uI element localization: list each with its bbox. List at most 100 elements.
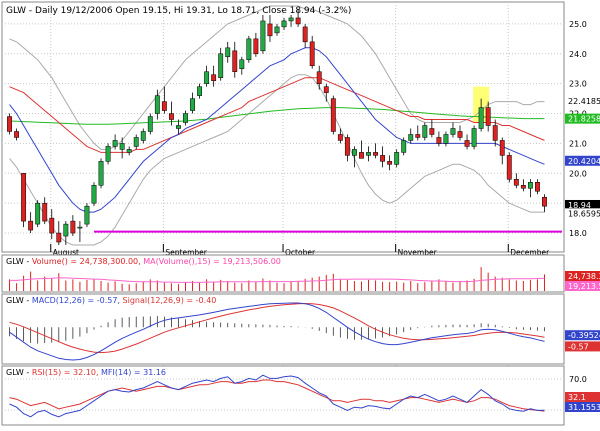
candle-body <box>211 74 217 81</box>
candle-body <box>499 140 505 156</box>
price-tag: 22.4185 <box>568 97 600 106</box>
candle-body <box>147 116 153 132</box>
candle-body <box>119 143 125 150</box>
candle-body <box>415 134 421 138</box>
price-axis-label: 18.0 <box>569 229 587 238</box>
price-axis-label: 20.0 <box>569 169 587 178</box>
candle-body <box>260 20 266 52</box>
candle-body <box>274 26 280 34</box>
bollinger-upper-line <box>9 5 545 150</box>
candle-body <box>28 220 34 231</box>
price-axis-label: 23.0 <box>569 80 587 89</box>
candle-body <box>535 182 540 192</box>
price-tag-bg <box>565 199 600 210</box>
candle-body <box>337 134 343 141</box>
candle-body <box>344 137 350 156</box>
candle-body <box>436 137 442 144</box>
candle-body <box>366 152 371 156</box>
mfi-line <box>9 379 545 412</box>
candle-body <box>246 38 252 61</box>
month-lines <box>50 2 509 425</box>
candle-body <box>387 161 393 165</box>
volume-ma <box>9 277 545 283</box>
volume-tag: 19,213.5 <box>568 282 600 291</box>
volume-panel: GLW - Volume() = 24,738,300.00, MA(Volum… <box>1 254 600 293</box>
candle-body <box>232 50 238 72</box>
candle-body <box>443 134 449 144</box>
price-axis-label: 21.0 <box>569 139 587 148</box>
candle-body <box>302 26 308 43</box>
price-tag: 20.4204 <box>568 157 600 166</box>
candle-body <box>401 140 407 153</box>
rsi-tag: 32.1 <box>568 393 586 402</box>
candle-body <box>112 140 118 147</box>
volume-tag-bg <box>565 281 600 291</box>
candle-body <box>316 71 322 84</box>
candle-body <box>506 155 512 180</box>
candle-body <box>288 17 294 22</box>
candle-body <box>14 131 19 138</box>
volume-ma-line <box>9 277 545 283</box>
candle-body <box>394 152 400 165</box>
candle-body <box>330 98 336 132</box>
candle-body <box>323 86 329 93</box>
macd-tag: -0.39524 <box>568 331 600 340</box>
candle-body <box>422 125 428 138</box>
candle-body <box>190 98 195 111</box>
candle-body <box>295 17 301 25</box>
macd-line <box>9 302 545 361</box>
candle-body <box>63 223 69 237</box>
candle-body <box>105 146 111 162</box>
candle-body <box>140 131 146 141</box>
rsi-tag-bg <box>565 392 600 402</box>
candle-body <box>450 128 456 135</box>
candle-body <box>471 128 477 147</box>
rsi-tag-bg <box>565 402 600 412</box>
sma50 <box>9 77 545 153</box>
candle-body <box>176 125 181 129</box>
candle-body <box>527 182 533 189</box>
candle-body <box>520 185 526 189</box>
month-label: December <box>510 248 550 257</box>
month-label: August <box>53 248 79 257</box>
volume-tag: 24,738.3 <box>568 272 600 281</box>
candlesticks <box>7 8 547 246</box>
candle-body <box>239 59 245 69</box>
candle-body <box>42 202 48 222</box>
candle-body <box>542 196 547 207</box>
price-axis-label: 24.0 <box>569 50 587 59</box>
candle-body <box>35 202 41 225</box>
candle-body <box>154 95 160 114</box>
candle-body <box>253 38 259 55</box>
price-axis-label: 25.0 <box>569 20 587 29</box>
macd-tags: -0.39524 -0.57 <box>565 330 600 352</box>
candle-body <box>457 131 463 138</box>
candle-body <box>21 173 27 222</box>
candle-body <box>91 185 97 204</box>
macd-tag-bg <box>565 330 600 341</box>
macd-panel: GLW - MACD(12,26) = -0.57, Signal(12,26,… <box>1 293 600 365</box>
sma20 <box>9 47 545 213</box>
candle-body <box>168 113 174 120</box>
candle-body <box>84 205 90 225</box>
macd <box>9 302 545 361</box>
sma20-line <box>9 47 545 213</box>
rsi-panel: GLW - RSI(15) = 32.10, MFI(14) = 31.16 7… <box>1 365 600 426</box>
candle-body <box>183 113 188 123</box>
price-tag: 21.8258 <box>568 115 600 124</box>
macd-tag-bg <box>565 341 600 352</box>
sma200-line <box>9 107 545 125</box>
candle-body <box>373 152 378 156</box>
rsi <box>9 374 545 418</box>
volume-label: GLW - Volume() = 24,738,300.00, MA(Volum… <box>6 257 281 266</box>
candle-body <box>7 116 12 132</box>
mfi <box>9 379 545 412</box>
candle-body <box>351 149 357 156</box>
candle-body <box>98 161 104 186</box>
price-tag: 18.6595 <box>568 209 600 218</box>
candle-body <box>218 53 224 78</box>
month-labels: August September October November December <box>53 248 550 257</box>
